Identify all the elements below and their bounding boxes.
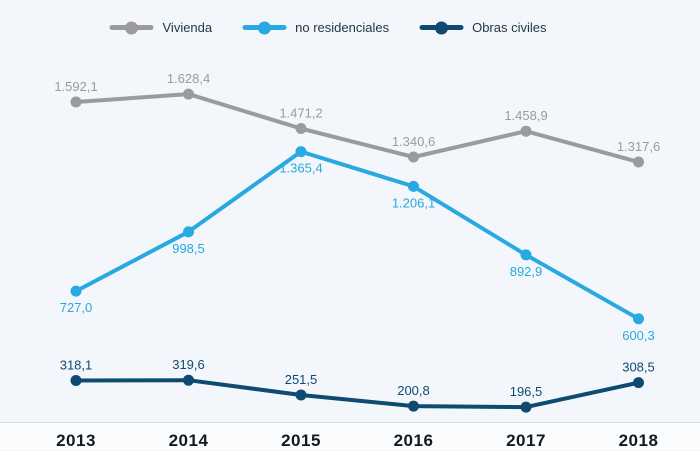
data-point-obras-civiles-2015 <box>295 389 307 401</box>
data-point-no-residenciales-2016 <box>408 180 419 192</box>
data-point-vivienda-2018 <box>633 156 644 168</box>
vivienda-line-marker-icon <box>109 21 154 34</box>
data-label-obras-civiles-2016: 200,8 <box>397 383 430 398</box>
data-point-vivienda-2015 <box>295 123 307 134</box>
data-label-no-residenciales-2017: 892,9 <box>510 264 543 279</box>
data-point-obras-civiles-2017 <box>520 401 532 413</box>
data-label-obras-civiles-2014: 319,6 <box>172 357 205 372</box>
legend-item-obras-civiles: Obras civiles <box>419 20 547 35</box>
x-axis-line <box>0 422 700 423</box>
data-label-no-residenciales-2016: 1.206,1 <box>392 195 435 210</box>
obras-civiles-dot-icon <box>434 21 448 34</box>
legend-item-no-residenciales: no residenciales <box>242 20 389 35</box>
data-point-no-residenciales-2017 <box>520 249 532 261</box>
no-residenciales-line-marker-icon <box>242 21 287 34</box>
series-line-obras-civiles <box>74 378 641 410</box>
data-label-no-residenciales-2013: 727,0 <box>60 300 93 315</box>
data-point-vivienda-2017 <box>520 125 532 137</box>
series-line-no-residenciales <box>74 149 641 321</box>
data-point-no-residenciales-2018 <box>633 313 644 325</box>
data-point-no-residenciales-2015 <box>295 146 307 158</box>
data-point-obras-civiles-2013 <box>70 375 82 386</box>
data-label-vivienda-2013: 1.592,1 <box>54 79 97 94</box>
data-point-vivienda-2013 <box>70 96 82 108</box>
legend-item-vivienda: Vivienda <box>109 20 212 35</box>
data-label-no-residenciales-2015: 1.365,4 <box>279 161 322 176</box>
obras-civiles-line-marker-icon <box>419 21 464 34</box>
data-label-vivienda-2017: 1.458,9 <box>504 108 547 123</box>
data-point-obras-civiles-2018 <box>633 377 644 389</box>
legend-label: Obras civiles <box>472 20 547 35</box>
data-label-no-residenciales-2018: 600,3 <box>622 328 655 343</box>
data-label-vivienda-2018: 1.317,6 <box>617 139 660 154</box>
vivienda-dot-icon <box>124 21 138 34</box>
data-point-obras-civiles-2016 <box>408 400 419 412</box>
data-label-obras-civiles-2018: 308,5 <box>622 360 655 375</box>
no-residenciales-dot-icon <box>257 21 271 34</box>
chart-legend: Vivienda no residenciales Obras civiles <box>109 20 547 35</box>
series-line-vivienda <box>74 92 641 164</box>
legend-label: no residenciales <box>295 20 390 35</box>
data-point-no-residenciales-2014 <box>183 226 194 238</box>
data-label-no-residenciales-2014: 998,5 <box>172 241 205 256</box>
below-axis-strip <box>0 423 700 450</box>
data-label-obras-civiles-2013: 318,1 <box>60 358 93 373</box>
data-point-vivienda-2016 <box>408 151 419 163</box>
legend-label: Vivienda <box>162 20 213 35</box>
data-label-vivienda-2016: 1.340,6 <box>392 134 435 149</box>
data-label-vivienda-2014: 1.628,4 <box>167 71 210 86</box>
data-point-vivienda-2014 <box>183 88 194 100</box>
data-label-obras-civiles-2017: 196,5 <box>510 384 543 399</box>
data-label-vivienda-2015: 1.471,2 <box>279 106 322 121</box>
data-point-obras-civiles-2014 <box>183 374 194 386</box>
data-point-no-residenciales-2013 <box>70 285 82 297</box>
data-label-obras-civiles-2015: 251,5 <box>285 372 318 387</box>
